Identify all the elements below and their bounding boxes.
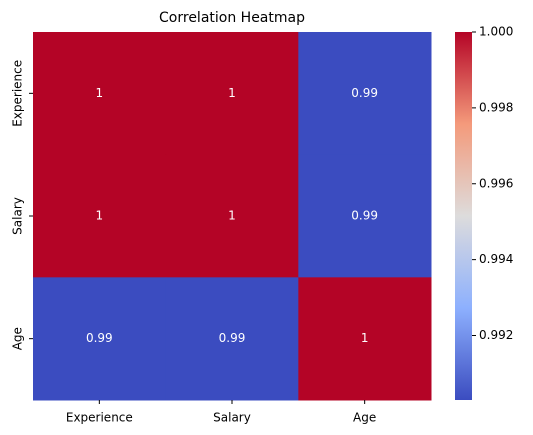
y-tick-label: Age [11, 327, 25, 350]
cell [165, 277, 299, 401]
cell-label: 0.99 [86, 331, 113, 345]
cell-label: 1 [228, 86, 236, 100]
cell-label: 0.99 [351, 209, 378, 223]
colorbar [455, 32, 472, 400]
cell [298, 154, 432, 278]
cell [165, 32, 299, 156]
cell-label: 0.99 [219, 331, 246, 345]
chart-title: Correlation Heatmap [159, 10, 305, 26]
cell [165, 154, 299, 278]
colorbar-tick-label: 0.998 [479, 100, 513, 114]
x-tick-label: Experience [66, 411, 133, 425]
cell [33, 32, 167, 156]
x-tick-label: Age [353, 411, 376, 425]
cell-label: 1 [96, 209, 104, 223]
cell-label: 0.99 [351, 86, 378, 100]
colorbar-tick-label: 0.994 [479, 252, 513, 266]
y-tick-label: Experience [11, 60, 25, 127]
cell-label: 1 [96, 86, 104, 100]
cell-label: 1 [361, 331, 369, 345]
cell [33, 277, 167, 401]
cell [33, 154, 167, 278]
cell [298, 277, 432, 401]
cell-label: 1 [228, 209, 236, 223]
colorbar-tick-label: 0.992 [479, 328, 513, 342]
x-tick-label: Salary [213, 411, 251, 425]
colorbar-tick-label: 0.996 [479, 176, 513, 190]
y-tick-label: Salary [11, 197, 25, 235]
cell [298, 32, 432, 156]
colorbar-tick-label: 1.000 [479, 25, 513, 39]
